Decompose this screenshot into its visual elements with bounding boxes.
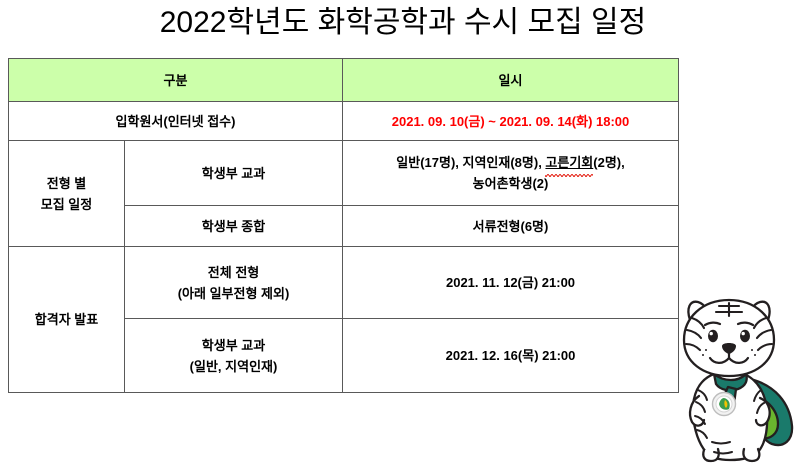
table-row-application: 입학원서(인터넷 접수) 2021. 09. 10(금) ~ 2021. 09.… (7, 101, 680, 141)
sub-label-haksaengbu-gyogwa: 학생부 교과 (123, 140, 344, 206)
gyogwa-quota-part-3: (2명), (593, 155, 625, 170)
column-header-division: 구분 (7, 58, 344, 102)
gyogwa-quota-line2: 농어촌학생(2) (472, 176, 549, 191)
emblem-badge (711, 391, 737, 417)
tiger-nose (722, 343, 736, 354)
admission-type-schedule-line2: 모집 일정 (40, 196, 93, 212)
row-value-announcement-gyogwa: 2021. 12. 16(목) 21:00 (342, 318, 680, 393)
row-label-admission-type-schedule: 전형 별 모집 일정 (8, 140, 125, 247)
column-header-datetime: 일시 (342, 58, 680, 102)
tiger-foot-left (702, 447, 720, 463)
tiger-eye-right (740, 329, 750, 343)
page-title: 2022학년도 화학공학과 수시 모집 일정 (159, 6, 647, 39)
all-types-line2: (아래 일부전형 제외) (177, 285, 290, 301)
row-label-announcement: 합격자 발표 (8, 246, 125, 393)
white-tiger-mascot (672, 292, 806, 466)
tiger-head (682, 298, 776, 378)
table-row-announcement-gyogwa: 학생부 교과 (일반, 지역인재) 2021. 12. 16(목) 21:00 (9, 318, 680, 393)
gyogwa-general-local-line2: (일반, 지역인재) (189, 358, 278, 374)
tiger-eye-left (708, 329, 718, 343)
all-types-line1: 전체 전형 (207, 264, 260, 280)
tiger-body-stripes (694, 389, 765, 455)
row-value-announcement-all: 2021. 11. 12(금) 21:00 (342, 246, 680, 319)
tiger-arm-right (754, 396, 771, 427)
application-period-text: 2021. 09. 10(금) ~ 2021. 09. 14(화) 18:00 (391, 113, 630, 129)
table-row-gyogwa: 전형 별 모집 일정 학생부 교과 일반(17명), 지역인재(8명), 고른기… (8, 140, 680, 247)
tiger-mouth (708, 352, 750, 364)
admission-schedule-table: 구분 일시 입학원서(인터넷 접수) 2021. 09. 10(금) ~ 202… (7, 58, 680, 393)
gyogwa-quota-part-1: 일반(17명), 지역인재(8명), (396, 155, 546, 170)
gyogwa-general-local-line1: 학생부 교과 (201, 337, 266, 353)
sub-label-all-types: 전체 전형 (아래 일부전형 제외) (123, 246, 344, 319)
row-label-application: 입학원서(인터넷 접수) (7, 101, 344, 141)
schedule-table-container: 구분 일시 입학원서(인터넷 접수) 2021. 09. 10(금) ~ 202… (7, 58, 680, 393)
tiger-eye-glint-right (741, 331, 745, 336)
table-header-row: 구분 일시 (7, 58, 680, 102)
table-row-jonghap: 학생부 종합 서류전형(6명) (9, 205, 680, 247)
tiger-foot-right (742, 447, 761, 463)
tiger-eye-glint-left (709, 331, 713, 336)
row-value-application: 2021. 09. 10(금) ~ 2021. 09. 14(화) 18:00 (342, 101, 680, 141)
scarf (712, 372, 748, 392)
tiger-whisker-dots (702, 349, 756, 356)
row-value-gyogwa: 일반(17명), 지역인재(8명), 고른기회(2명), 농어촌학생(2) (342, 140, 680, 206)
sub-label-gyogwa-general-local: 학생부 교과 (일반, 지역인재) (123, 318, 344, 393)
tiger-forehead-stripes (684, 301, 774, 352)
admission-type-schedule-line1: 전형 별 (46, 175, 87, 191)
tiger-eyebrows (703, 321, 755, 327)
sub-label-haksaengbu-jonghap: 학생부 종합 (123, 205, 344, 247)
gyogwa-quota-part-2-spellchecked: 고른기회 (545, 152, 593, 177)
row-value-jonghap: 서류전형(6명) (342, 205, 680, 247)
table-row-announcement-all: 합격자 발표 전체 전형 (아래 일부전형 제외) 2021. 11. 12(금… (8, 246, 680, 393)
